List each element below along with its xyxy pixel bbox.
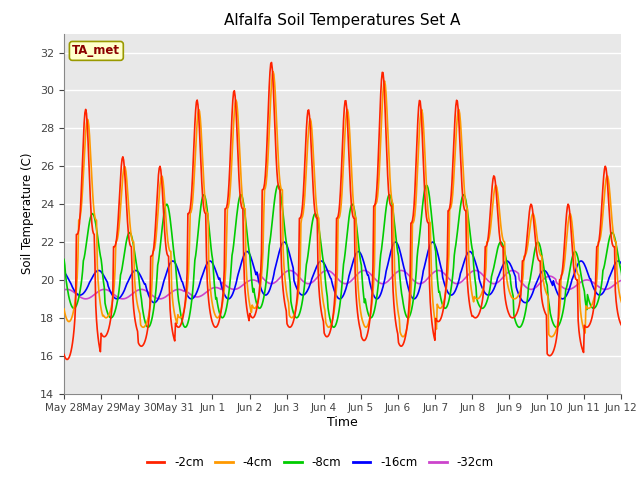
Title: Alfalfa Soil Temperatures Set A: Alfalfa Soil Temperatures Set A — [224, 13, 461, 28]
Text: TA_met: TA_met — [72, 44, 120, 58]
X-axis label: Time: Time — [327, 416, 358, 429]
Legend: -2cm, -4cm, -8cm, -16cm, -32cm: -2cm, -4cm, -8cm, -16cm, -32cm — [142, 452, 498, 474]
Y-axis label: Soil Temperature (C): Soil Temperature (C) — [22, 153, 35, 275]
